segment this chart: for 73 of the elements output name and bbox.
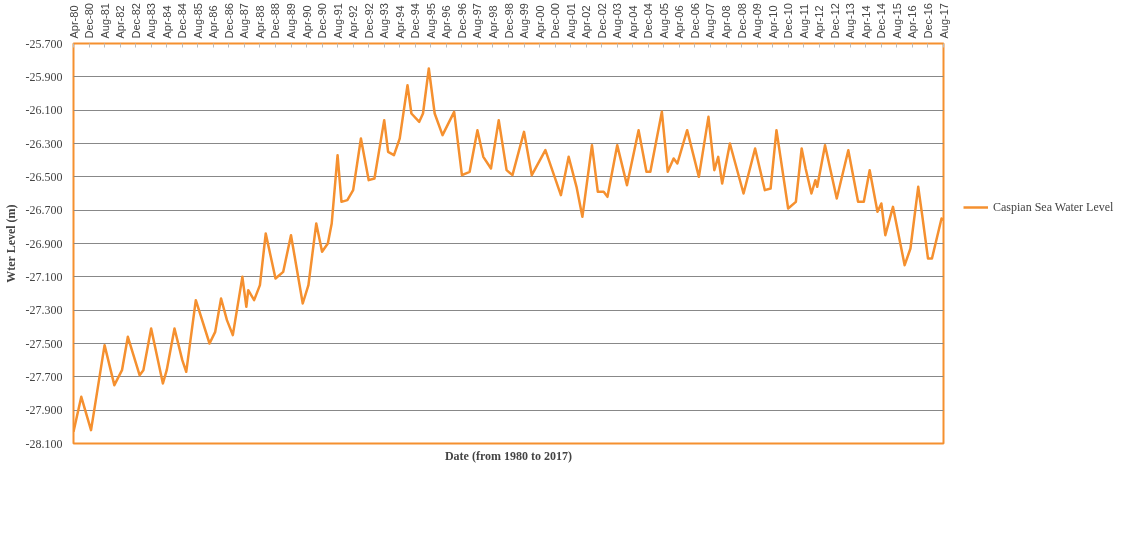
y-tick-label: -27.100: [25, 269, 63, 284]
x-tick-label: Apr-10: [766, 5, 779, 39]
x-tick-label: Dec-14: [875, 3, 888, 39]
x-tick-label: Apr-86: [207, 5, 220, 39]
x-tick-label: Aug-95: [424, 3, 437, 39]
x-tick-label: Apr-88: [253, 5, 266, 39]
x-tick-label: Dec-92: [362, 3, 375, 39]
x-tick-label: Apr-16: [906, 5, 919, 39]
x-tick-label: Aug-15: [890, 3, 903, 39]
y-tick-label: -26.300: [25, 136, 63, 151]
y-tick-label: -27.700: [25, 369, 63, 384]
x-tick-label: Aug-83: [145, 3, 158, 39]
y-tick-label: -25.700: [25, 36, 63, 51]
x-tick-label: Aug-17: [937, 3, 950, 39]
x-tick-label: Apr-12: [813, 5, 826, 39]
x-tick-label: Apr-80: [67, 5, 80, 39]
x-tick-label: Dec-84: [176, 3, 189, 39]
x-tick-label: Apr-90: [300, 5, 313, 39]
x-tick-label: Dec-88: [269, 3, 282, 39]
x-tick-label: Aug-89: [285, 3, 297, 39]
y-axis-title: Wter Level (m): [3, 204, 18, 283]
x-tick-label: Dec-82: [129, 3, 142, 39]
y-tick-label: -28.100: [25, 436, 63, 451]
legend-label: Caspian Sea Water Level: [993, 199, 1114, 215]
y-tick-label: -26.100: [25, 103, 63, 118]
x-tick-label: Aug-91: [331, 3, 344, 39]
x-tick-label: Aug-01: [564, 3, 577, 39]
x-tick-label: Dec-80: [83, 3, 96, 39]
x-tick-label: Dec-86: [222, 3, 235, 39]
y-tick-label: -26.700: [25, 203, 63, 218]
y-tick-label: -27.300: [25, 303, 63, 318]
y-tick-label: -27.500: [25, 336, 63, 351]
x-tick-label: Apr-96: [440, 5, 453, 39]
x-tick-label: Dec-16: [922, 3, 934, 39]
x-tick-label: Apr-08: [720, 5, 732, 39]
x-tick-label: Aug-85: [191, 3, 204, 39]
y-tick-label: -26.900: [25, 236, 63, 251]
x-tick-label: Dec-98: [502, 3, 515, 39]
x-tick-label: Dec-96: [455, 3, 468, 39]
x-tick-label: Aug-05: [657, 3, 670, 39]
x-tick-label: Apr-00: [533, 5, 546, 39]
x-tick-label: Aug-07: [704, 3, 717, 39]
x-tick-label: Aug-99: [518, 3, 530, 39]
x-tick-label: Aug-11: [797, 3, 810, 39]
y-tick-label: -27.900: [25, 403, 63, 418]
y-tick-label: -26.500: [25, 169, 63, 184]
x-tick-label: Aug-81: [98, 3, 111, 39]
x-tick-label: Apr-98: [486, 5, 499, 39]
x-tick-label: Apr-14: [859, 5, 872, 39]
x-tick-label: Apr-92: [347, 5, 360, 39]
x-tick-label: Apr-82: [114, 5, 127, 39]
x-tick-label: Dec-02: [595, 3, 608, 39]
x-tick-label: Dec-04: [642, 3, 655, 39]
x-tick-label: Dec-10: [782, 3, 795, 39]
x-tick-label: Dec-00: [549, 3, 562, 39]
x-tick-label: Apr-06: [673, 5, 686, 39]
x-tick-label: Aug-03: [611, 3, 624, 39]
x-tick-label: Apr-84: [160, 5, 173, 39]
x-tick-label: Aug-93: [378, 3, 391, 39]
x-tick-label: Aug-87: [238, 3, 251, 39]
x-tick-label: Dec-12: [828, 3, 841, 39]
x-tick-label: Apr-94: [393, 5, 406, 39]
x-axis-title: Date (from 1980 to 2017): [444, 448, 573, 463]
y-tick-label: -25.900: [25, 69, 63, 84]
x-tick-label: Dec-08: [735, 3, 748, 39]
x-tick-label: Aug-97: [471, 3, 484, 39]
x-tick-label: Aug-13: [844, 3, 857, 39]
x-tick-label: Dec-06: [688, 3, 701, 39]
x-tick-label: Dec-94: [409, 3, 422, 39]
x-tick-label: Apr-02: [580, 5, 593, 39]
x-tick-label: Aug-09: [751, 3, 764, 39]
x-tick-label: Dec-90: [316, 3, 329, 39]
x-tick-label: Apr-04: [626, 5, 639, 39]
